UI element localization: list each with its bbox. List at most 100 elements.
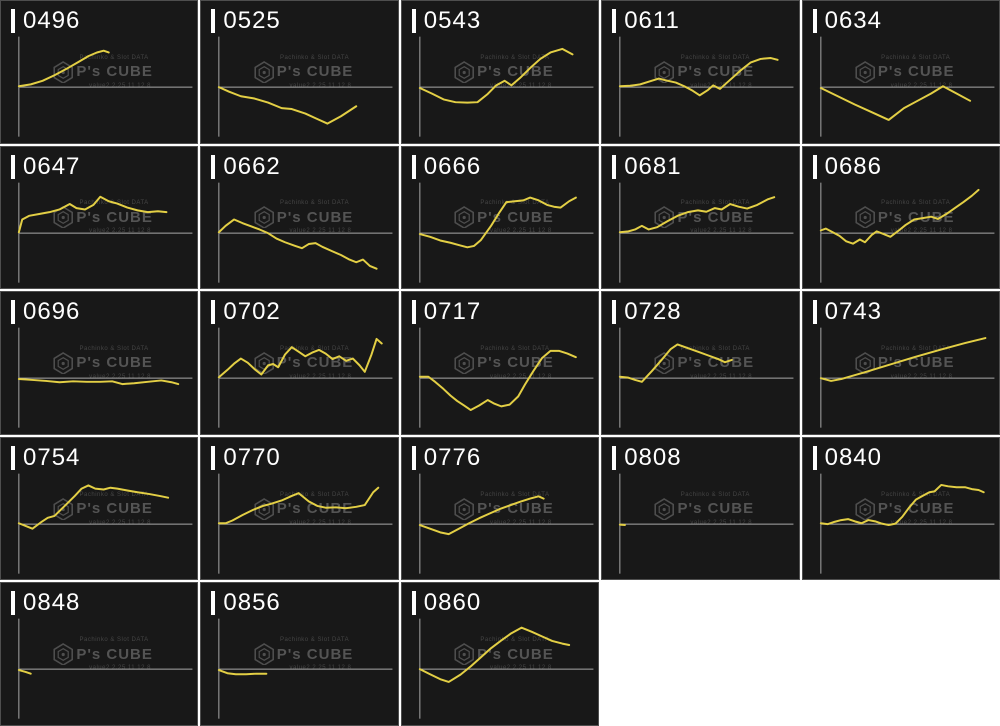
machine-chart-tile[interactable]: 0743 Pachinko & Slot DATA P's CUBE value… <box>801 291 1000 435</box>
machine-chart-tile[interactable]: 0702 Pachinko & Slot DATA P's CUBE value… <box>200 291 399 435</box>
label-accent-bar <box>612 9 617 33</box>
machine-chart-tile[interactable]: 0808 Pachinko & Slot DATA P's CUBE value… <box>601 436 800 581</box>
label-accent-bar <box>812 9 817 33</box>
machine-chart-tile[interactable]: 0686 Pachinko & Slot DATA P's CUBE value… <box>801 145 1000 290</box>
machine-number: 0856 <box>223 589 281 617</box>
label-accent-bar <box>11 9 15 33</box>
data-line <box>418 350 577 412</box>
sparkline-chart <box>218 473 393 574</box>
sparkline-chart <box>17 327 193 428</box>
machine-chart-tile[interactable]: 0543 Pachinko & Slot DATA P's CUBE value… <box>400 0 600 144</box>
data-line <box>17 669 32 676</box>
machine-chart-tile[interactable]: 0666 Pachinko & Slot DATA P's CUBE value… <box>400 145 600 290</box>
machine-number: 0717 <box>423 298 482 326</box>
machine-chart-tile[interactable]: 0776 Pachinko & Slot DATA P's CUBE value… <box>400 436 600 581</box>
sparkline-chart <box>218 327 393 428</box>
machine-chart-tile[interactable]: 0728 Pachinko & Slot DATA P's CUBE value… <box>601 291 800 435</box>
machine-number: 0743 <box>824 298 882 326</box>
machine-number-label: 0681 <box>612 152 682 180</box>
machine-number: 0496 <box>23 7 81 34</box>
machine-number-label: 0686 <box>812 152 882 180</box>
data-line <box>218 338 384 379</box>
machine-number: 0770 <box>223 443 281 471</box>
machine-chart-tile[interactable]: 0647 Pachinko & Slot DATA P's CUBE value… <box>0 145 199 290</box>
machine-chart-tile[interactable]: 0525 Pachinko & Slot DATA P's CUBE value… <box>200 0 399 144</box>
machine-number-label: 0808 <box>612 443 682 471</box>
machine-number: 0686 <box>824 152 882 180</box>
sparkline-chart <box>418 327 594 428</box>
label-accent-bar <box>612 300 617 325</box>
machine-number-label: 0754 <box>11 445 80 470</box>
machine-number-label: 0696 <box>11 298 81 326</box>
machine-number-label: 0856 <box>211 589 281 617</box>
machine-number-label: 0840 <box>812 445 882 470</box>
data-line <box>17 378 180 386</box>
sparkline-chart <box>619 36 794 137</box>
machine-chart-tile[interactable]: 0681 Pachinko & Slot DATA P's CUBE value… <box>601 145 800 290</box>
data-line <box>619 343 734 383</box>
machine-chart-tile[interactable]: 0634 Pachinko & Slot DATA P's CUBE value… <box>801 0 1000 144</box>
sparkline-chart <box>218 36 393 137</box>
data-line <box>819 483 985 526</box>
label-accent-bar <box>211 300 216 325</box>
machine-number-label: 0702 <box>211 298 281 326</box>
label-accent-bar <box>11 591 15 616</box>
label-accent-bar <box>411 300 416 325</box>
machine-chart-tile[interactable]: 0860 Pachinko & Slot DATA P's CUBE value… <box>400 582 600 726</box>
sparkline-chart <box>619 327 794 428</box>
machine-number: 0860 <box>423 589 482 617</box>
data-line <box>17 195 168 233</box>
machine-chart-tile[interactable]: 0754 Pachinko & Slot DATA P's CUBE value… <box>0 436 199 581</box>
data-line <box>218 86 358 125</box>
machine-number-label: 0728 <box>612 298 682 326</box>
label-accent-bar <box>812 300 817 325</box>
machine-number-label: 0496 <box>11 9 80 33</box>
machine-chart-tile[interactable]: 0840 Pachinko & Slot DATA P's CUBE value… <box>801 436 1000 581</box>
machine-number: 0808 <box>624 443 682 471</box>
machine-chart-tile[interactable]: 0696 Pachinko & Slot DATA P's CUBE value… <box>0 291 199 435</box>
machine-chart-tile[interactable]: 0717 Pachinko & Slot DATA P's CUBE value… <box>400 291 600 435</box>
machine-chart-tile[interactable]: 0611 Pachinko & Slot DATA P's CUBE value… <box>601 0 800 144</box>
sparkline-chart <box>819 473 995 574</box>
data-line <box>819 85 971 121</box>
label-accent-bar <box>411 445 416 470</box>
label-accent-bar <box>211 445 216 470</box>
machine-number: 0728 <box>624 298 682 326</box>
machine-number: 0662 <box>223 152 281 180</box>
machine-chart-tile[interactable]: 0856 Pachinko & Slot DATA P's CUBE value… <box>200 582 399 726</box>
label-accent-bar <box>11 300 15 325</box>
machine-number-label: 0743 <box>812 298 882 326</box>
machine-number-label: 0776 <box>411 445 481 470</box>
machine-number: 0702 <box>223 298 281 326</box>
label-accent-bar <box>411 591 416 616</box>
machine-number: 0543 <box>423 7 482 34</box>
machine-chart-tile[interactable]: 0848 Pachinko & Slot DATA P's CUBE value… <box>0 582 199 726</box>
label-accent-bar <box>812 154 817 179</box>
machine-number: 0611 <box>624 7 680 34</box>
sparkline-chart <box>619 473 794 574</box>
sparkline-chart <box>819 36 995 137</box>
sparkline-chart <box>819 327 995 428</box>
data-line <box>619 57 779 97</box>
machine-number: 0634 <box>824 7 882 34</box>
machine-chart-tile[interactable]: 0662 Pachinko & Slot DATA P's CUBE value… <box>200 145 399 290</box>
sparkline-chart <box>17 473 193 574</box>
data-line <box>819 337 986 383</box>
machine-number-label: 0543 <box>411 7 482 34</box>
label-accent-bar <box>411 9 416 33</box>
sparkline-chart <box>418 619 594 720</box>
machine-chart-tile[interactable]: 0770 Pachinko & Slot DATA P's CUBE value… <box>200 436 399 581</box>
machine-number-label: 0666 <box>411 154 481 179</box>
sparkline-chart <box>819 182 995 283</box>
machine-number: 0696 <box>23 298 81 326</box>
label-accent-bar <box>211 9 216 33</box>
data-line <box>819 188 980 245</box>
machine-number: 0848 <box>23 589 81 617</box>
label-accent-bar <box>11 154 15 179</box>
data-line <box>418 196 577 248</box>
machine-chart-tile[interactable]: 0496 Pachinko & Slot DATA P's CUBE value… <box>0 0 199 144</box>
machine-number: 0681 <box>624 152 682 180</box>
sparkline-chart <box>218 182 393 283</box>
sparkline-chart <box>17 619 193 720</box>
